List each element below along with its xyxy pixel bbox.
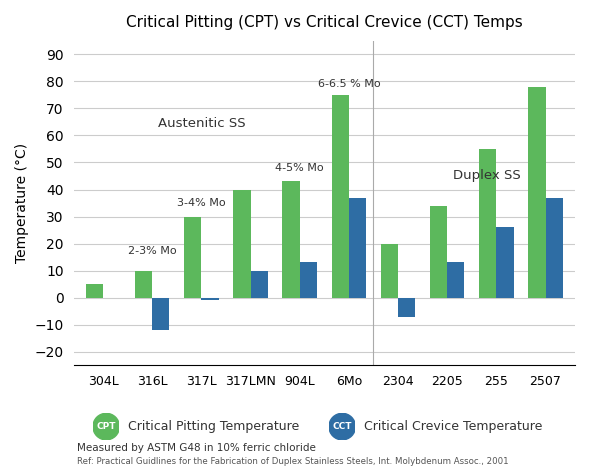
Bar (152, 298, 169, 330)
Bar (251, 271, 268, 298)
Bar (528, 87, 546, 298)
Text: Critical Crevice Temperature: Critical Crevice Temperature (364, 420, 543, 433)
Text: CPT: CPT (96, 422, 116, 431)
Bar (447, 263, 464, 298)
Bar (201, 298, 218, 301)
Bar (398, 298, 415, 317)
Bar (496, 228, 513, 298)
Bar (184, 217, 201, 298)
Bar (381, 244, 398, 298)
Text: Austenitic SS: Austenitic SS (158, 118, 245, 130)
Bar (546, 198, 563, 298)
Text: Ref: Practical Guidlines for the Fabrication of Duplex Stainless Steels, Int. Mo: Ref: Practical Guidlines for the Fabrica… (77, 456, 509, 465)
Bar (135, 271, 152, 298)
Bar (233, 190, 251, 298)
Text: Measured by ASTM G48 in 10% ferric chloride: Measured by ASTM G48 in 10% ferric chlor… (77, 443, 316, 453)
Y-axis label: Temperature (°C): Temperature (°C) (15, 143, 29, 263)
Bar (283, 182, 300, 298)
Text: Duplex SS: Duplex SS (453, 169, 520, 182)
Text: CCT: CCT (332, 422, 352, 431)
Text: 2-3% Mo: 2-3% Mo (128, 246, 176, 256)
Circle shape (329, 413, 355, 440)
Text: 6-6.5 % Mo: 6-6.5 % Mo (317, 79, 380, 89)
Bar (300, 263, 317, 298)
Bar (430, 206, 447, 298)
Bar (479, 149, 496, 298)
Bar (332, 95, 349, 298)
Title: Critical Pitting (CPT) vs Critical Crevice (CCT) Temps: Critical Pitting (CPT) vs Critical Crevi… (126, 15, 523, 30)
Text: Critical Pitting Temperature: Critical Pitting Temperature (128, 420, 300, 433)
Text: 3-4% Mo: 3-4% Mo (177, 198, 225, 208)
Circle shape (93, 413, 119, 440)
Bar (86, 284, 103, 298)
Text: 4-5% Mo: 4-5% Mo (276, 163, 324, 173)
Bar (349, 198, 366, 298)
